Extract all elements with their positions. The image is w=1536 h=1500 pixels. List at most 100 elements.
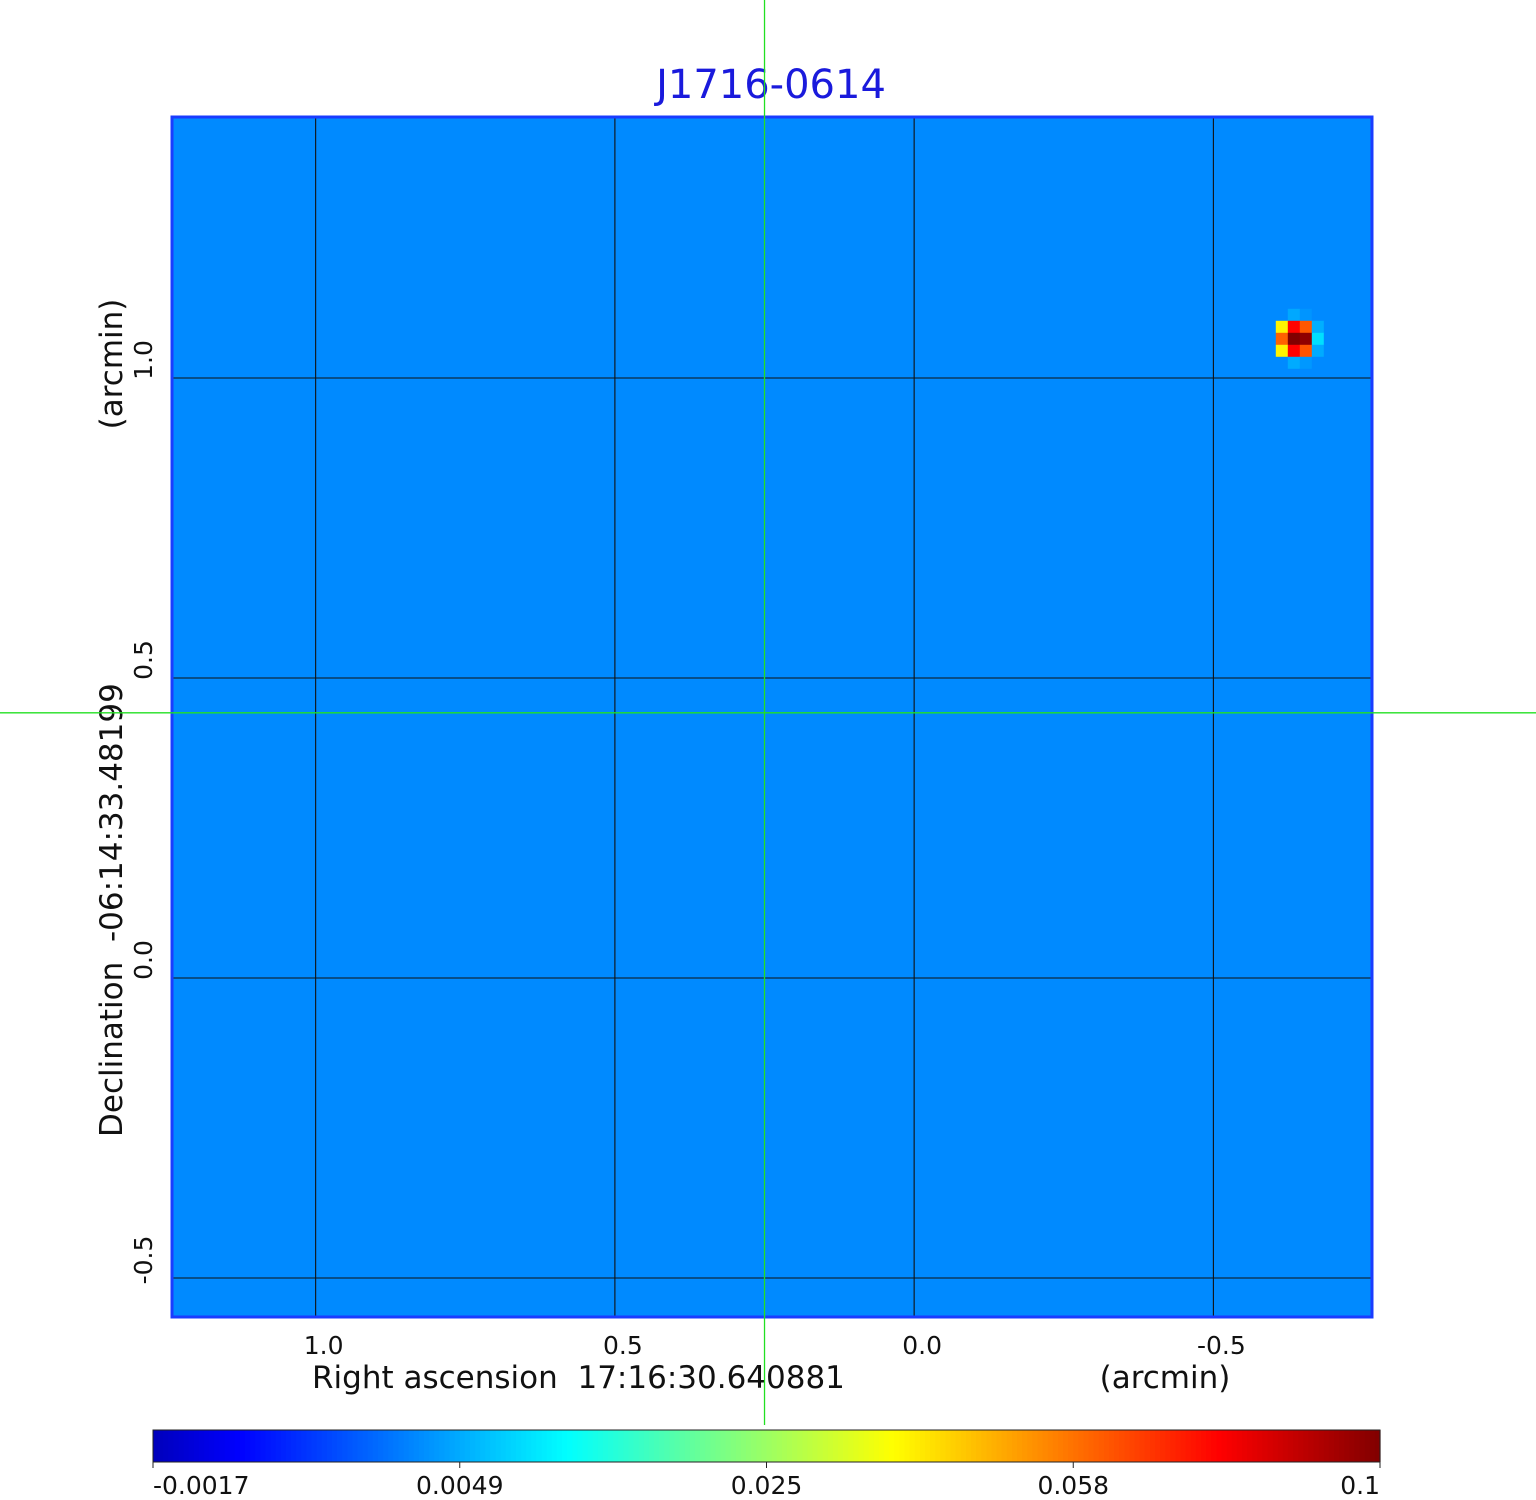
heatmap-cell	[1215, 260, 1229, 274]
heatmap-cell	[471, 380, 485, 394]
heatmap-cell	[255, 680, 269, 694]
heatmap-cell	[1047, 356, 1061, 370]
heatmap-cell	[351, 620, 365, 634]
heatmap-cell	[627, 680, 641, 694]
heatmap-cell	[675, 224, 689, 238]
heatmap-cell	[1071, 320, 1085, 334]
heatmap-cell	[759, 452, 773, 466]
heatmap-cell	[999, 584, 1013, 598]
heatmap-cell	[1251, 680, 1265, 694]
heatmap-cell	[543, 260, 557, 274]
heatmap-cell	[183, 692, 197, 706]
heatmap-cell	[1083, 416, 1097, 430]
heatmap-cell	[807, 560, 821, 574]
heatmap-cell	[1083, 584, 1097, 598]
heatmap-cell	[1179, 284, 1193, 298]
heatmap-cell	[591, 656, 605, 670]
heatmap-cell	[375, 236, 389, 250]
heatmap-cell	[1191, 680, 1205, 694]
heatmap-cell	[1299, 584, 1313, 598]
heatmap-cell	[303, 548, 317, 562]
heatmap-cell	[843, 428, 857, 442]
heatmap-cell	[807, 236, 821, 250]
heatmap-cell	[879, 164, 893, 178]
heatmap-cell	[639, 524, 653, 538]
heatmap-cell	[531, 176, 545, 190]
heatmap-cell	[555, 296, 569, 310]
heatmap-cell	[411, 404, 425, 418]
heatmap-cell	[507, 608, 521, 622]
heatmap-cell	[375, 188, 389, 202]
heatmap-cell	[1179, 272, 1193, 286]
heatmap-cell	[915, 464, 929, 478]
heatmap-cell	[255, 572, 269, 586]
heatmap-cell	[279, 128, 293, 142]
heatmap-cell	[327, 632, 341, 646]
heatmap-cell	[531, 212, 545, 226]
heatmap-cell	[843, 584, 857, 598]
heatmap-cell	[699, 596, 713, 610]
heatmap-cell	[483, 152, 497, 166]
heatmap-cell	[783, 416, 797, 430]
heatmap-cell	[207, 632, 221, 646]
heatmap-cell	[867, 308, 881, 322]
heatmap-cell	[1347, 560, 1361, 574]
heatmap-cell	[1155, 524, 1169, 538]
heatmap-cell	[1131, 188, 1145, 202]
heatmap-cell	[399, 212, 413, 226]
heatmap-cell	[1215, 320, 1229, 334]
heatmap-cell	[1047, 572, 1061, 586]
heatmap-cell	[951, 128, 965, 142]
heatmap-cell	[651, 536, 665, 550]
heatmap-cell	[1359, 344, 1373, 358]
heatmap-cell	[1167, 656, 1181, 670]
heatmap-cell	[459, 560, 473, 574]
heatmap-cell	[207, 584, 221, 598]
heatmap-cell	[1107, 452, 1121, 466]
heatmap-cell	[771, 272, 785, 286]
heatmap-cell	[339, 596, 353, 610]
heatmap-cell	[1047, 128, 1061, 142]
heatmap-cell	[1287, 704, 1301, 718]
heatmap-cell	[675, 632, 689, 646]
heatmap-cell	[855, 116, 869, 130]
heatmap-cell	[1335, 344, 1349, 358]
heatmap-cell	[651, 524, 665, 538]
heatmap-cell	[675, 428, 689, 442]
heatmap-cell	[675, 272, 689, 286]
heatmap-cell	[855, 152, 869, 166]
heatmap-cell	[879, 536, 893, 550]
heatmap-cell	[831, 608, 845, 622]
heatmap-cell	[339, 416, 353, 430]
heatmap-cell	[195, 608, 209, 622]
heatmap-cell	[759, 296, 773, 310]
heatmap-cell	[903, 500, 917, 514]
heatmap-cell	[315, 644, 329, 658]
heatmap-cell	[1335, 620, 1349, 634]
heatmap-cell	[1095, 320, 1109, 334]
heatmap-cell	[735, 416, 749, 430]
heatmap-cell	[207, 440, 221, 454]
heatmap-cell	[1179, 548, 1193, 562]
heatmap-cell	[435, 368, 449, 382]
heatmap-cell	[1191, 476, 1205, 490]
heatmap-cell	[999, 128, 1013, 142]
heatmap-cell	[603, 368, 617, 382]
heatmap-cell	[399, 704, 413, 718]
heatmap-cell	[1107, 344, 1121, 358]
heatmap-cell	[1251, 692, 1265, 706]
heatmap-cell	[1035, 680, 1049, 694]
heatmap-cell	[975, 512, 989, 526]
heatmap-cell	[831, 560, 845, 574]
heatmap-cell	[603, 284, 617, 298]
heatmap-cell	[1047, 644, 1061, 658]
heatmap-cell	[843, 212, 857, 226]
heatmap-cell	[843, 128, 857, 142]
heatmap-cell	[447, 224, 461, 238]
heatmap-cell	[399, 296, 413, 310]
heatmap-cell	[543, 452, 557, 466]
heatmap-cell	[291, 512, 305, 526]
heatmap-cell	[1239, 500, 1253, 514]
heatmap-cell	[1323, 656, 1337, 670]
heatmap-cell	[663, 272, 677, 286]
